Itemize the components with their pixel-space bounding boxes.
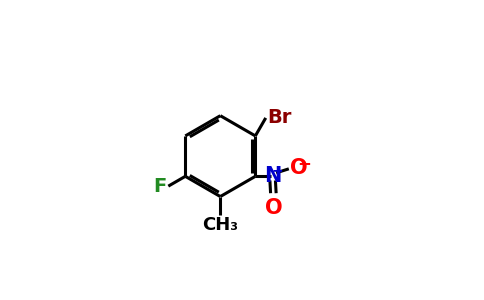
Text: O: O <box>290 158 308 178</box>
Text: N: N <box>264 166 281 186</box>
Text: F: F <box>153 177 166 196</box>
Text: O: O <box>265 198 282 218</box>
Text: CH₃: CH₃ <box>202 216 238 234</box>
Text: +: + <box>272 164 284 178</box>
Text: Br: Br <box>268 108 292 128</box>
Text: −: − <box>297 154 311 172</box>
